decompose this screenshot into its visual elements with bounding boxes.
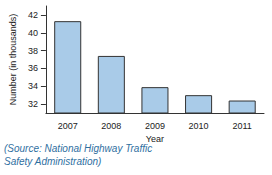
svg-text:Number (in thousands): Number (in thousands) (8, 14, 18, 106)
svg-text:(Source: National Highway Traf: (Source: National Highway Traffic (4, 143, 155, 154)
svg-text:2007: 2007 (58, 121, 78, 131)
svg-text:Year: Year (146, 134, 164, 144)
svg-text:2010: 2010 (189, 121, 209, 131)
svg-text:2011: 2011 (233, 121, 252, 131)
svg-text:40: 40 (28, 28, 38, 38)
svg-text:2008: 2008 (101, 121, 121, 131)
svg-text:34: 34 (28, 81, 38, 91)
svg-text:Safety Administration): Safety Administration) (4, 156, 101, 167)
svg-text:36: 36 (28, 63, 38, 73)
svg-text:32: 32 (28, 99, 38, 109)
svg-text:42: 42 (28, 10, 38, 20)
svg-text:2009: 2009 (145, 121, 165, 131)
svg-text:38: 38 (28, 46, 38, 56)
